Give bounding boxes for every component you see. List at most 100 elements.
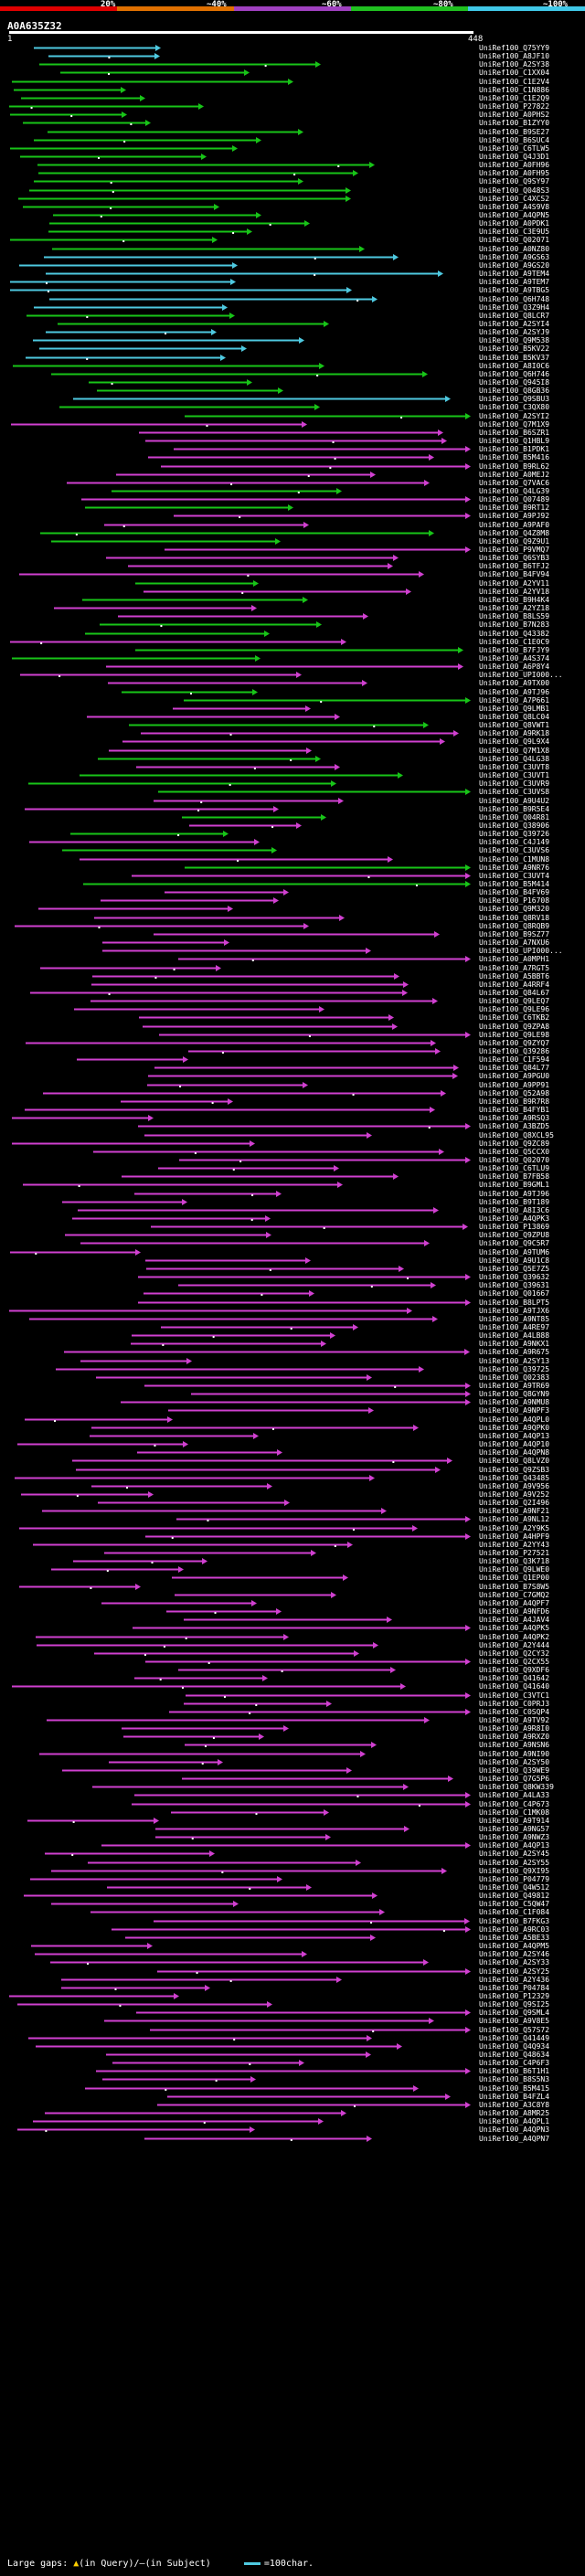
hit-id-label[interactable]: UniRef100_A9V252 xyxy=(479,1489,550,1499)
alignment-row[interactable]: UniRef100_A9RXZ0 xyxy=(0,1733,585,1741)
alignment-row[interactable]: UniRef100_A2Y9K5 xyxy=(0,1524,585,1532)
alignment-row[interactable]: UniRef100_A9V8E5 xyxy=(0,2017,585,2025)
alignment-row[interactable]: UniRef100_Q4J3D1 xyxy=(0,153,585,161)
alignment-row[interactable]: UniRef100_C3UVT8 xyxy=(0,763,585,771)
alignment-row[interactable]: UniRef100_Q39631 xyxy=(0,1281,585,1289)
alignment-row[interactable]: UniRef100_A9PJ92 xyxy=(0,512,585,520)
hit-id-label[interactable]: UniRef100_P13869 xyxy=(479,1223,550,1232)
alignment-row[interactable]: UniRef100_A2SY13 xyxy=(0,1357,585,1365)
alignment-row[interactable]: UniRef100_A0NZ80 xyxy=(0,245,585,253)
hit-id-label[interactable]: UniRef100_A0MEJ2 xyxy=(479,470,550,479)
hit-id-label[interactable]: UniRef100_Q8LCR7 xyxy=(479,311,550,320)
alignment-row[interactable]: UniRef100_Q9LE98 xyxy=(0,1031,585,1039)
hit-id-label[interactable]: UniRef100_Q9M538 xyxy=(479,336,550,345)
alignment-row[interactable]: UniRef100_A4QPK2 xyxy=(0,1633,585,1641)
hit-id-label[interactable]: UniRef100_B4FZL4 xyxy=(479,2092,550,2101)
alignment-row[interactable]: UniRef100_P27521 xyxy=(0,1549,585,1557)
hit-id-label[interactable]: UniRef100_B8S5N3 xyxy=(479,2075,550,2084)
alignment-row[interactable]: UniRef100_Q6SYB3 xyxy=(0,554,585,562)
hit-id-label[interactable]: UniRef100_C3UVT8 xyxy=(479,762,550,771)
alignment-row[interactable]: UniRef100_Q8LCR7 xyxy=(0,312,585,320)
hit-id-label[interactable]: UniRef100_A0PDK1 xyxy=(479,219,550,228)
alignment-row[interactable]: UniRef100_UPI000... xyxy=(0,671,585,679)
alignment-row[interactable]: UniRef100_Q3K718 xyxy=(0,1557,585,1565)
alignment-row[interactable]: UniRef100_A9NG57 xyxy=(0,1825,585,1833)
alignment-row[interactable]: UniRef100_A3C8Y8 xyxy=(0,2101,585,2109)
alignment-row[interactable]: UniRef100_B1PDK1 xyxy=(0,445,585,453)
hit-id-label[interactable]: UniRef100_P16708 xyxy=(479,896,550,906)
hit-id-label[interactable]: UniRef100_Q75YY9 xyxy=(479,44,550,52)
alignment-row[interactable]: UniRef100_Q9XDF6 xyxy=(0,1666,585,1674)
hit-id-label[interactable]: UniRef100_A2Y444 xyxy=(479,1640,550,1649)
alignment-row[interactable]: UniRef100_Q8GYN9 xyxy=(0,1390,585,1398)
alignment-row[interactable]: UniRef100_A9U4U2 xyxy=(0,797,585,805)
hit-id-label[interactable]: UniRef100_Q49812 xyxy=(479,1892,550,1901)
alignment-row[interactable]: UniRef100_A2Y444 xyxy=(0,1641,585,1649)
hit-id-label[interactable]: UniRef100_A9TJ96 xyxy=(479,687,550,696)
hit-id-label[interactable]: UniRef100_B9RT12 xyxy=(479,504,550,513)
alignment-row[interactable]: UniRef100_C1F594 xyxy=(0,1055,585,1064)
alignment-row[interactable]: UniRef100_A9RK18 xyxy=(0,729,585,737)
alignment-row[interactable]: UniRef100_A7NXU6 xyxy=(0,938,585,947)
alignment-row[interactable]: UniRef100_A9NT85 xyxy=(0,1315,585,1323)
hit-id-label[interactable]: UniRef100_C3UVT1 xyxy=(479,771,550,780)
hit-id-label[interactable]: UniRef100_A8MR25 xyxy=(479,2109,550,2118)
hit-id-label[interactable]: UniRef100_C1F594 xyxy=(479,1055,550,1065)
alignment-row[interactable]: UniRef100_Q07489 xyxy=(0,495,585,504)
hit-id-label[interactable]: UniRef100_C1E2Q9 xyxy=(479,93,550,102)
alignment-row[interactable]: UniRef100_P27822 xyxy=(0,102,585,111)
alignment-row[interactable]: UniRef100_B6T1H1 xyxy=(0,2067,585,2075)
alignment-row[interactable]: UniRef100_C3QX80 xyxy=(0,403,585,411)
hit-id-label[interactable]: UniRef100_Q5E7Z5 xyxy=(479,1264,550,1273)
hit-id-label[interactable]: UniRef100_Q3K718 xyxy=(479,1557,550,1566)
hit-id-label[interactable]: UniRef100_A9U1C8 xyxy=(479,1256,550,1265)
hit-id-label[interactable]: UniRef100_A9U4U2 xyxy=(479,796,550,805)
alignment-row[interactable]: UniRef100_A0PHS2 xyxy=(0,111,585,119)
hit-id-label[interactable]: UniRef100_A4QPL1 xyxy=(479,2117,550,2126)
hit-id-label[interactable]: UniRef100_B4FV94 xyxy=(479,570,550,579)
alignment-row[interactable]: UniRef100_A9PAF0 xyxy=(0,521,585,529)
hit-id-label[interactable]: UniRef100_A2YZ18 xyxy=(479,604,550,613)
hit-id-label[interactable]: UniRef100_A4QP10 xyxy=(479,1440,550,1449)
alignment-row[interactable]: UniRef100_Q8GB36 xyxy=(0,387,585,395)
hit-id-label[interactable]: UniRef100_A2Y436 xyxy=(479,1975,550,1984)
alignment-row[interactable]: UniRef100_A4QPK5 xyxy=(0,1624,585,1632)
hit-id-label[interactable]: UniRef100_Q8KW339 xyxy=(479,1783,554,1792)
alignment-row[interactable]: UniRef100_A9TR69 xyxy=(0,1382,585,1390)
hit-id-label[interactable]: UniRef100_A9PP91 xyxy=(479,1080,550,1089)
alignment-row[interactable]: UniRef100_Q9LMB1 xyxy=(0,705,585,713)
hit-id-label[interactable]: UniRef100_A9NPF3 xyxy=(479,1406,550,1415)
hit-id-label[interactable]: UniRef100_A9PJ92 xyxy=(479,512,550,521)
alignment-row[interactable]: UniRef100_C1E2V4 xyxy=(0,78,585,86)
alignment-row[interactable]: UniRef100_Q945I8 xyxy=(0,378,585,387)
hit-id-label[interactable]: UniRef100_A2SY46 xyxy=(479,1950,550,1959)
alignment-row[interactable]: UniRef100_A2SYI4 xyxy=(0,320,585,328)
hit-id-label[interactable]: UniRef100_A4QPK3 xyxy=(479,1214,550,1223)
hit-id-label[interactable]: UniRef100_C3UVS8 xyxy=(479,788,550,797)
hit-id-label[interactable]: UniRef100_B4FV69 xyxy=(479,888,550,897)
alignment-row[interactable]: UniRef100_A9GS20 xyxy=(0,261,585,270)
alignment-row[interactable]: UniRef100_A9PP91 xyxy=(0,1081,585,1089)
alignment-row[interactable]: UniRef100_B4FV69 xyxy=(0,888,585,896)
alignment-row[interactable]: UniRef100_C4J149 xyxy=(0,838,585,846)
alignment-row[interactable]: UniRef100_A4QPK3 xyxy=(0,1214,585,1223)
alignment-row[interactable]: UniRef100_Q2CY32 xyxy=(0,1649,585,1658)
hit-id-label[interactable]: UniRef100_Q39WE9 xyxy=(479,1765,550,1775)
hit-id-label[interactable]: UniRef100_Q7M1X9 xyxy=(479,419,550,429)
hit-id-label[interactable]: UniRef100_A9NSN6 xyxy=(479,1741,550,1750)
alignment-row[interactable]: UniRef100_B6SUC4 xyxy=(0,136,585,144)
alignment-row[interactable]: UniRef100_C5QW47 xyxy=(0,1900,585,1908)
alignment-row[interactable]: UniRef100_A9T914 xyxy=(0,1817,585,1825)
alignment-row[interactable]: UniRef100_C6TLU9 xyxy=(0,1164,585,1172)
hit-id-label[interactable]: UniRef100_Q9LEQ7 xyxy=(479,997,550,1006)
hit-id-label[interactable]: UniRef100_Q8RV18 xyxy=(479,913,550,922)
hit-id-label[interactable]: UniRef100_Q9SY97 xyxy=(479,177,550,186)
hit-id-label[interactable]: UniRef100_Q9Z9U1 xyxy=(479,536,550,546)
alignment-row[interactable]: UniRef100_Q8LVZ0 xyxy=(0,1457,585,1465)
alignment-row[interactable]: UniRef100_A9PGU0 xyxy=(0,1072,585,1080)
hit-id-label[interactable]: UniRef100_Q84L67 xyxy=(479,988,550,997)
hit-id-label[interactable]: UniRef100_C3UVT4 xyxy=(479,871,550,880)
alignment-row[interactable]: UniRef100_A5BE33 xyxy=(0,1934,585,1942)
hit-id-label[interactable]: UniRef100_Q4J3D1 xyxy=(479,152,550,161)
alignment-row[interactable]: UniRef100_A9V252 xyxy=(0,1490,585,1499)
